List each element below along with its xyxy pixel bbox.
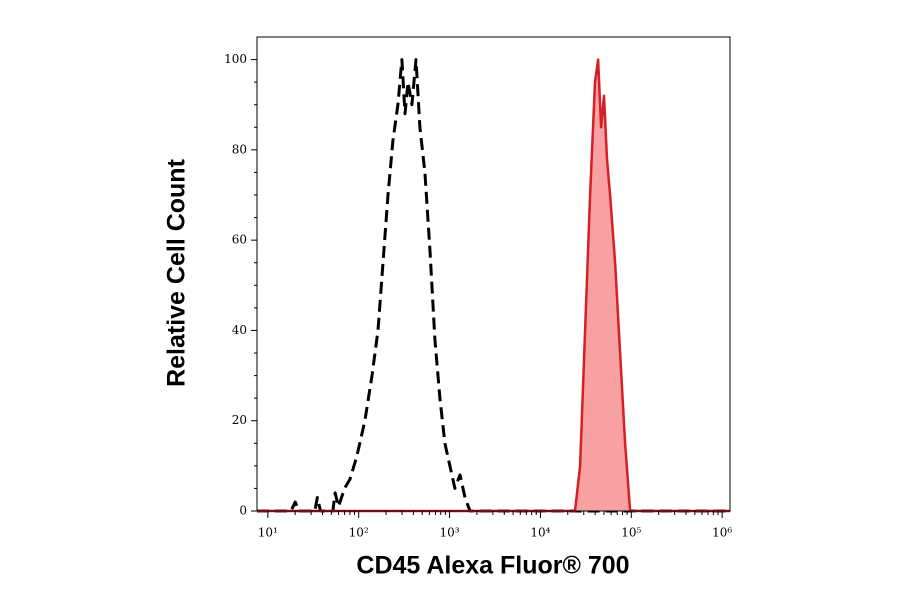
area (257, 59, 730, 511)
x-tick-label: 10⁴ (530, 526, 550, 540)
y-tick-label: 20 (232, 413, 247, 427)
x-tick-label: 10³ (440, 526, 460, 540)
y-tick-label: 0 (239, 504, 247, 518)
x-tick-label: 10⁶ (712, 526, 732, 540)
x-tick-label: 10⁵ (621, 526, 641, 540)
plot-frame (256, 36, 731, 512)
line (257, 58, 730, 513)
y-tick-label: 60 (232, 233, 247, 247)
y-tick-label: 40 (232, 323, 247, 337)
x-tick-label: 10¹ (258, 526, 278, 540)
x-tick-label: 10² (349, 526, 369, 540)
line (257, 58, 730, 513)
x-axis-label: CD45 Alexa Fluor® 700 (356, 552, 629, 580)
y-tick-label: 80 (232, 142, 247, 156)
y-axis-label: Relative Cell Count (163, 158, 191, 386)
y-tick-label: 100 (224, 52, 247, 66)
